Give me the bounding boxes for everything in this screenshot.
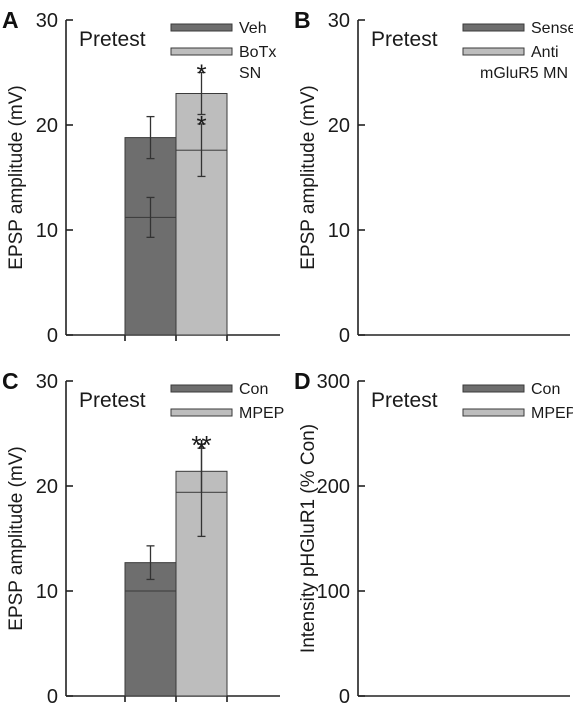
legend-swatch bbox=[462, 23, 525, 32]
pretest-label: Pretest bbox=[371, 389, 438, 412]
panel-letter: D bbox=[294, 368, 311, 394]
panel-d: D 0 100 200 300 Intensity pHGluR1 (% Con) * Pre… bbox=[124, 368, 573, 708]
y-tick-label: 200 bbox=[317, 476, 350, 498]
legend-label: MPEP bbox=[531, 405, 573, 422]
bar bbox=[124, 590, 177, 697]
bar bbox=[175, 149, 228, 336]
pretest-label: Pretest bbox=[79, 389, 146, 412]
y-tick-label: 0 bbox=[47, 686, 58, 708]
legend-swatch bbox=[170, 384, 233, 393]
y-tick-label: 10 bbox=[328, 220, 350, 242]
legend-swatch bbox=[462, 384, 525, 393]
y-tick-label: 30 bbox=[36, 10, 58, 32]
legend-swatch bbox=[462, 47, 525, 56]
legend-label: MPEP bbox=[239, 405, 284, 422]
legend-label: Con bbox=[239, 381, 268, 398]
y-axis-label: Intensity pHGluR1 (% Con) bbox=[298, 424, 319, 653]
legend-label: Sense bbox=[531, 20, 573, 37]
legend-label: BoTx bbox=[239, 44, 276, 61]
y-axis-label: EPSP amplitude (mV) bbox=[6, 85, 27, 269]
y-tick-label: 20 bbox=[36, 115, 58, 137]
pretest-label: Pretest bbox=[79, 28, 146, 51]
legend-swatch bbox=[170, 23, 233, 32]
y-tick-label: 300 bbox=[317, 371, 350, 393]
y-tick-label: 10 bbox=[36, 220, 58, 242]
significance-marker: * bbox=[196, 59, 206, 89]
y-axis-label: EPSP amplitude (mV) bbox=[298, 85, 319, 269]
panel-b: B 0 10 20 30 EPSP amplitude (mV) * Pretest Sense… bbox=[124, 7, 573, 347]
y-tick-label: 10 bbox=[36, 581, 58, 603]
pretest-label: Pretest bbox=[371, 28, 438, 51]
legend-label: SN bbox=[239, 65, 261, 82]
legend-label: Veh bbox=[239, 20, 267, 37]
y-tick-label: 20 bbox=[328, 115, 350, 137]
panel-letter: A bbox=[2, 7, 19, 33]
panel-letter: B bbox=[294, 7, 311, 33]
y-tick-label: 30 bbox=[328, 10, 350, 32]
legend-label: Anti bbox=[531, 44, 559, 61]
significance-marker: * bbox=[196, 434, 206, 464]
significance-marker: ** bbox=[191, 430, 211, 460]
y-tick-label: 0 bbox=[339, 686, 350, 708]
y-tick-label: 30 bbox=[36, 371, 58, 393]
y-tick-label: 100 bbox=[317, 581, 350, 603]
legend-swatch bbox=[170, 47, 233, 56]
y-tick-label: 0 bbox=[339, 325, 350, 347]
y-tick-label: 20 bbox=[36, 476, 58, 498]
y-axis-label: EPSP amplitude (mV) bbox=[6, 446, 27, 630]
panel-letter: C bbox=[2, 368, 19, 394]
legend-swatch bbox=[170, 408, 233, 417]
legend-label: mGluR5 MN bbox=[480, 65, 568, 82]
legend-label: Con bbox=[531, 381, 560, 398]
y-tick-label: 0 bbox=[47, 325, 58, 347]
significance-marker: * bbox=[196, 110, 206, 140]
legend-swatch bbox=[462, 408, 525, 417]
